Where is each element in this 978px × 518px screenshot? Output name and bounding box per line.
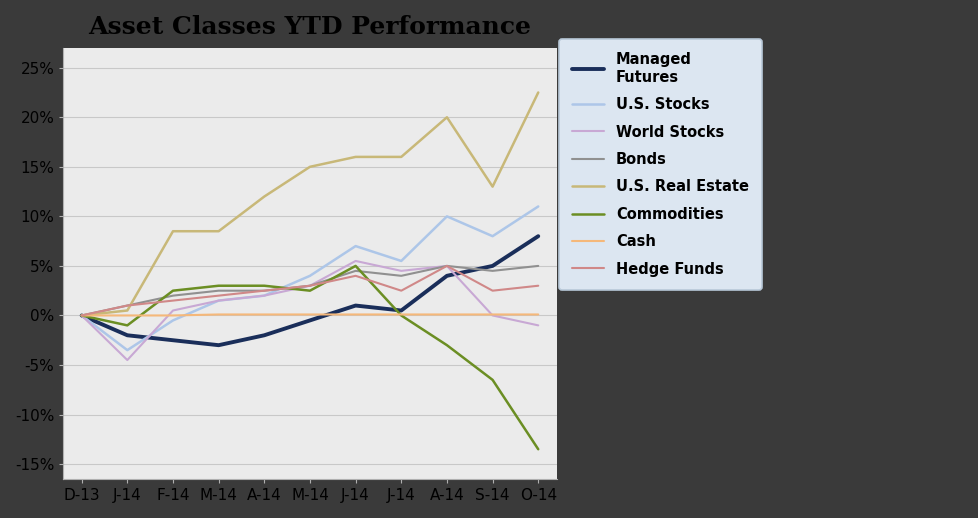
Managed
Futures [121, 332, 133, 338]
World Stocks [212, 297, 224, 304]
Line: Cash: Cash [81, 314, 538, 315]
U.S. Stocks [258, 293, 270, 299]
World Stocks [395, 268, 407, 274]
Hedge Funds [395, 287, 407, 294]
U.S. Stocks [395, 258, 407, 264]
Line: Hedge Funds: Hedge Funds [81, 266, 538, 315]
Commodities [395, 312, 407, 319]
World Stocks [75, 312, 87, 319]
U.S. Real Estate [304, 164, 316, 170]
Line: U.S. Stocks: U.S. Stocks [81, 207, 538, 350]
Line: U.S. Real Estate: U.S. Real Estate [81, 93, 538, 315]
U.S. Real Estate [121, 307, 133, 313]
Title: Asset Classes YTD Performance: Asset Classes YTD Performance [88, 15, 531, 39]
Commodities [121, 322, 133, 328]
Hedge Funds [75, 312, 87, 319]
Cash [258, 311, 270, 318]
Hedge Funds [532, 283, 544, 289]
Commodities [441, 342, 453, 348]
Hedge Funds [349, 272, 361, 279]
Cash [212, 311, 224, 318]
Managed
Futures [304, 318, 316, 324]
U.S. Stocks [532, 204, 544, 210]
Commodities [349, 263, 361, 269]
Cash [395, 311, 407, 318]
Bonds [167, 293, 179, 299]
Line: World Stocks: World Stocks [81, 261, 538, 360]
Commodities [258, 283, 270, 289]
Bonds [441, 263, 453, 269]
U.S. Real Estate [441, 114, 453, 120]
Line: Bonds: Bonds [81, 266, 538, 315]
World Stocks [167, 307, 179, 313]
Managed
Futures [258, 332, 270, 338]
Managed
Futures [349, 303, 361, 309]
U.S. Real Estate [486, 183, 498, 190]
Managed
Futures [395, 307, 407, 313]
Bonds [75, 312, 87, 319]
Managed
Futures [167, 337, 179, 343]
Managed
Futures [75, 312, 87, 319]
Cash [304, 311, 316, 318]
Bonds [304, 283, 316, 289]
Hedge Funds [441, 263, 453, 269]
Managed
Futures [532, 233, 544, 239]
Bonds [532, 263, 544, 269]
U.S. Stocks [121, 347, 133, 353]
Bonds [395, 272, 407, 279]
Cash [532, 311, 544, 318]
Bonds [486, 268, 498, 274]
U.S. Real Estate [395, 154, 407, 160]
Cash [349, 311, 361, 318]
Hedge Funds [486, 287, 498, 294]
World Stocks [304, 283, 316, 289]
Cash [441, 311, 453, 318]
U.S. Stocks [167, 318, 179, 324]
Commodities [212, 283, 224, 289]
U.S. Stocks [75, 312, 87, 319]
U.S. Stocks [212, 297, 224, 304]
Bonds [258, 287, 270, 294]
Legend: Managed
Futures, U.S. Stocks, World Stocks, Bonds, U.S. Real Estate, Commodities: Managed Futures, U.S. Stocks, World Stoc… [558, 39, 761, 290]
World Stocks [349, 258, 361, 264]
World Stocks [258, 293, 270, 299]
Managed
Futures [212, 342, 224, 348]
Commodities [304, 287, 316, 294]
World Stocks [121, 357, 133, 363]
Commodities [486, 377, 498, 383]
Bonds [212, 287, 224, 294]
Managed
Futures [486, 263, 498, 269]
Hedge Funds [212, 293, 224, 299]
U.S. Real Estate [75, 312, 87, 319]
Cash [75, 312, 87, 319]
Hedge Funds [304, 283, 316, 289]
U.S. Real Estate [532, 90, 544, 96]
U.S. Stocks [349, 243, 361, 249]
U.S. Real Estate [258, 193, 270, 199]
Commodities [167, 287, 179, 294]
U.S. Real Estate [349, 154, 361, 160]
World Stocks [486, 312, 498, 319]
U.S. Real Estate [167, 228, 179, 234]
Line: Commodities: Commodities [81, 266, 538, 449]
Commodities [75, 312, 87, 319]
Cash [486, 311, 498, 318]
U.S. Stocks [441, 213, 453, 220]
U.S. Stocks [304, 272, 316, 279]
Commodities [532, 446, 544, 452]
Cash [121, 312, 133, 319]
U.S. Real Estate [212, 228, 224, 234]
Hedge Funds [167, 297, 179, 304]
Bonds [349, 268, 361, 274]
U.S. Stocks [486, 233, 498, 239]
Cash [167, 312, 179, 319]
Managed
Futures [441, 272, 453, 279]
World Stocks [441, 263, 453, 269]
Hedge Funds [121, 303, 133, 309]
Bonds [121, 303, 133, 309]
Line: Managed
Futures: Managed Futures [81, 236, 538, 345]
World Stocks [532, 322, 544, 328]
Hedge Funds [258, 287, 270, 294]
